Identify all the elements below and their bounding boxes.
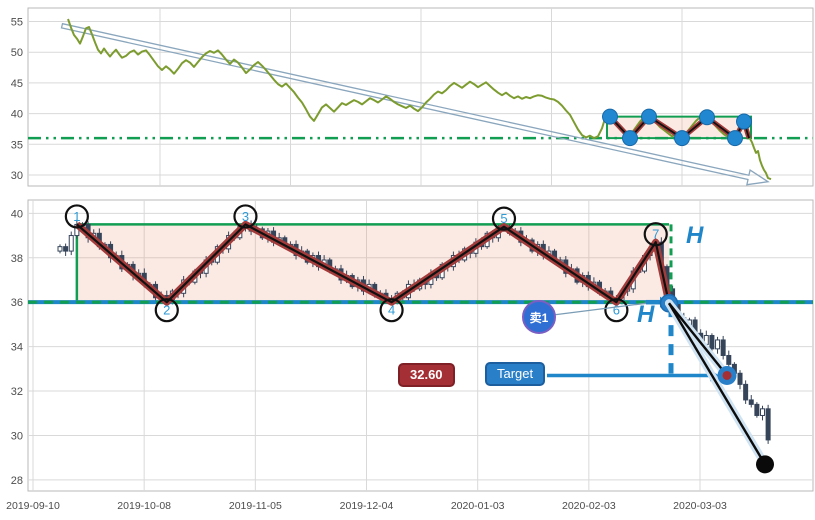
downtrend-arrow	[60, 22, 770, 186]
tick-label: 6	[613, 303, 620, 318]
tick-label: 1	[73, 209, 80, 224]
pivot-number-1: 1	[64, 204, 89, 229]
pivot-number-2: 2	[154, 298, 179, 323]
target-label[interactable]: Target	[485, 362, 546, 386]
tick-label: 2019-12-04	[340, 500, 394, 512]
pivot-marker	[641, 108, 657, 125]
pivot-marker	[622, 130, 638, 147]
target-dot-core	[722, 370, 732, 380]
tick-label: 2	[163, 303, 170, 318]
tick-label: 30	[11, 430, 23, 442]
pivot-circle	[154, 298, 179, 323]
tick-label: 4	[388, 303, 395, 318]
candle-body	[760, 408, 765, 416]
candle-body	[68, 235, 74, 252]
tick-label: 5	[500, 211, 507, 226]
candle-body	[715, 339, 721, 350]
tick-label: 30	[11, 170, 23, 182]
pivot-circle	[491, 206, 517, 231]
pivot-number-6: 6	[604, 298, 629, 323]
tick-label: 2019-11-05	[229, 500, 282, 512]
tick-label: 38	[11, 253, 23, 265]
tick-label: 2019-10-08	[117, 500, 171, 512]
candle-body	[63, 246, 69, 252]
sell-order-marker[interactable]: 卖1	[522, 300, 556, 334]
tick-label: 45	[11, 78, 23, 90]
top-panel: 30 35 40 45 50 55	[11, 7, 814, 187]
tick-label: 35	[11, 139, 23, 151]
tick-label: 3	[242, 209, 249, 224]
target-price-label[interactable]: 32.60	[398, 363, 455, 387]
tick-label: 28	[11, 475, 23, 487]
pivot-number-5: 5	[491, 206, 517, 231]
pivot-circle	[379, 298, 404, 323]
height-label-upper: H	[686, 222, 704, 249]
pivot-number-4: 4	[379, 298, 404, 323]
tick-label: 2020-03-03	[673, 500, 727, 512]
candle-body	[754, 403, 760, 416]
candle-body	[743, 383, 749, 401]
pivot-number-3: 3	[233, 204, 258, 229]
tick-label: 34	[11, 342, 23, 354]
projection-line	[667, 302, 767, 465]
pivot-marker	[674, 130, 690, 147]
candle-body	[737, 372, 743, 385]
tick-label: 36	[11, 297, 23, 309]
pivot-marker	[602, 108, 618, 125]
pivot-circle	[604, 298, 629, 323]
candle-body	[726, 354, 732, 365]
tick-label: 2019-09-10	[6, 500, 60, 512]
tick-label: 40	[11, 109, 23, 121]
pivot-circle	[64, 204, 89, 229]
tick-label: 55	[11, 17, 23, 29]
tick-label: 50	[11, 47, 23, 59]
pivot-marker	[727, 130, 743, 147]
candle-body	[748, 399, 754, 405]
candle-body	[709, 335, 715, 350]
tick-label: 2020-02-03	[562, 500, 616, 512]
tick-label: 40	[11, 208, 23, 220]
tick-label: 2020-01-03	[451, 500, 505, 512]
pivot-number-7: 7	[643, 222, 668, 247]
zigzag-core	[76, 223, 671, 304]
pivot-circle	[233, 204, 258, 229]
projection-line	[668, 302, 728, 377]
height-label-lower: H	[637, 301, 655, 328]
projection-end-dot	[756, 455, 774, 474]
bottom-panel-plot-area	[27, 199, 814, 492]
tick-label: 32	[11, 386, 23, 398]
pivot-marker	[699, 109, 715, 126]
candle-body	[720, 339, 726, 356]
tick-label: 7	[652, 227, 659, 242]
pivot-marker	[736, 113, 752, 130]
candle-body	[57, 246, 63, 252]
bottom-panel: 2019-09-10 2019-10-08 2019-11-05 2019-12-04…	[6, 199, 814, 512]
candle-body	[765, 408, 771, 441]
sell-callout-line	[552, 300, 665, 316]
pivot-circle	[643, 222, 668, 247]
